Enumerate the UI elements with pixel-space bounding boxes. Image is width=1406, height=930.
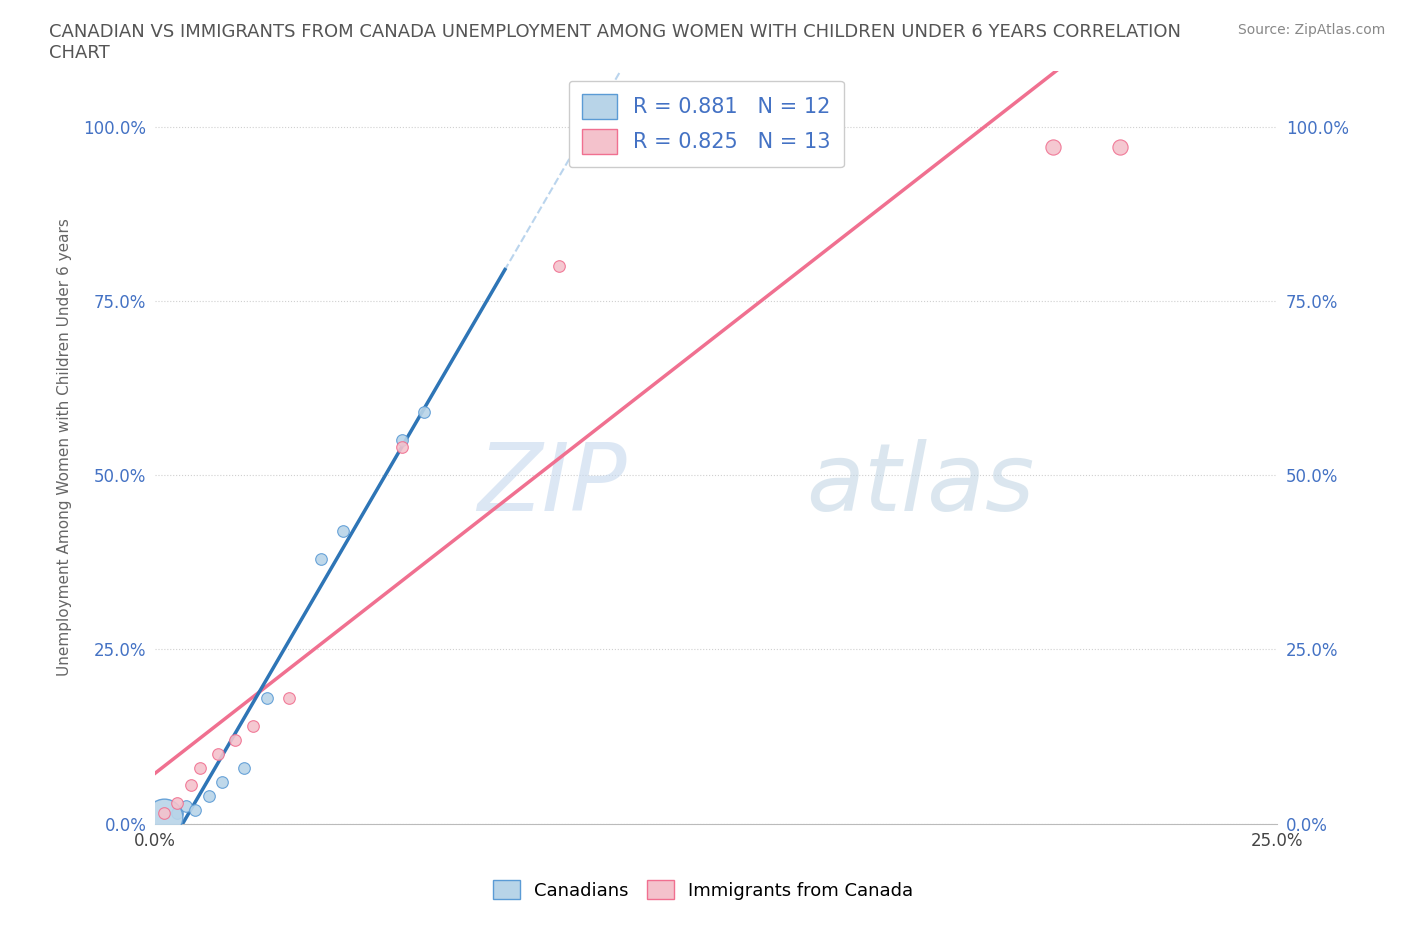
Point: [1042, 140, 1064, 155]
Point: [242, 719, 264, 734]
Text: ZIP: ZIP: [477, 439, 626, 530]
Point: [233, 761, 256, 776]
Point: [1109, 140, 1132, 155]
Point: [152, 809, 174, 824]
Y-axis label: Unemployment Among Women with Children Under 6 years: Unemployment Among Women with Children U…: [58, 219, 72, 676]
Point: [180, 777, 202, 792]
Point: [166, 795, 188, 810]
Point: [278, 691, 301, 706]
Point: [749, 140, 772, 155]
Text: atlas: atlas: [806, 439, 1035, 530]
Text: CANADIAN VS IMMIGRANTS FROM CANADA UNEMPLOYMENT AMONG WOMEN WITH CHILDREN UNDER : CANADIAN VS IMMIGRANTS FROM CANADA UNEMP…: [49, 23, 1181, 41]
Point: [188, 761, 211, 776]
Point: [391, 440, 413, 455]
Point: [211, 775, 233, 790]
Point: [332, 524, 354, 538]
Point: [207, 747, 229, 762]
Point: [174, 799, 197, 814]
Point: [309, 551, 332, 566]
Point: [413, 405, 436, 419]
Point: [547, 259, 569, 273]
Legend: R = 0.881   N = 12, R = 0.825   N = 13: R = 0.881 N = 12, R = 0.825 N = 13: [568, 81, 844, 167]
Text: CHART: CHART: [49, 44, 110, 61]
Text: Source: ZipAtlas.com: Source: ZipAtlas.com: [1237, 23, 1385, 37]
Point: [391, 432, 413, 447]
Point: [197, 789, 219, 804]
Point: [152, 805, 174, 820]
Point: [224, 733, 246, 748]
Point: [256, 691, 278, 706]
Legend: Canadians, Immigrants from Canada: Canadians, Immigrants from Canada: [485, 873, 921, 907]
Point: [166, 805, 188, 820]
Point: [184, 803, 207, 817]
Point: [749, 140, 772, 155]
